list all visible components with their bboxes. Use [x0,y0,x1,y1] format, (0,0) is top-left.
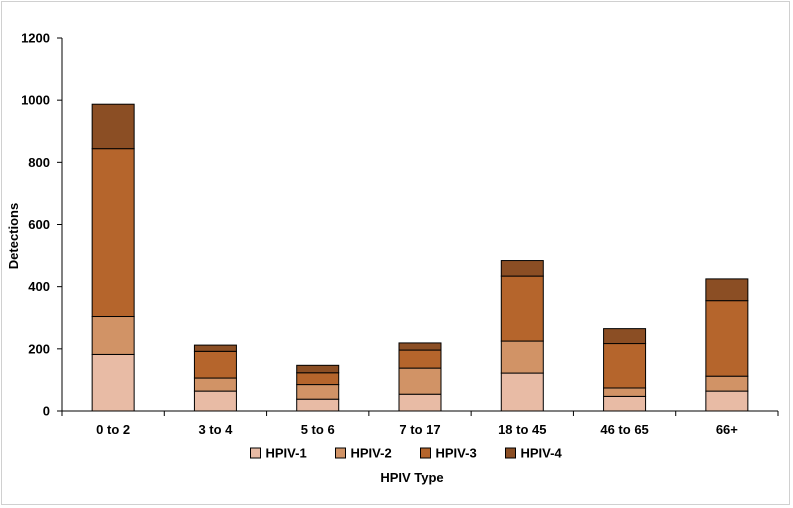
bar-segment-hpiv-3-6 [705,300,749,377]
y-tick-label: 1000 [21,93,50,108]
x-axis-title: HPIV Type [380,470,443,485]
bar-segment-hpiv-1-1 [193,390,237,412]
y-tick-label: 1200 [21,31,50,46]
legend-label-hpiv-4: HPIV-4 [521,446,563,461]
y-tick-label: 800 [28,155,50,170]
bar-segment-hpiv-4-1 [193,344,237,352]
y-ticks: 0 200 400 600 800 1000 1200 [21,31,62,419]
bar-segment-hpiv-2-6 [705,375,749,392]
bar-segment-hpiv-2-5 [603,387,647,397]
x-tick-label: 7 to 17 [399,422,440,437]
bar-segment-hpiv-4-6 [705,278,749,302]
bar-segment-hpiv-1-0 [91,353,135,412]
legend-swatch-hpiv-3 [420,447,431,459]
x-tick-label: 66+ [716,422,738,437]
x-tick-label: 0 to 2 [96,422,130,437]
bar-segment-hpiv-3-5 [603,343,647,389]
y-axis-title: Detections [6,203,21,269]
x-ticks: 0 to 2 3 to 4 5 to 6 7 to 17 18 to 45 46 to 6… [61,411,779,437]
y-tick-label: 0 [43,404,50,419]
x-tick-label: 18 to 45 [498,422,546,437]
bar-segment-hpiv-1-4 [500,372,544,412]
y-tick-label: 200 [28,341,50,356]
legend: HPIV-1 HPIV-2 HPIV-3 HPIV-4 [250,446,563,461]
legend-swatch-hpiv-4 [505,447,516,459]
bar-segment-hpiv-2-2 [296,384,340,400]
legend-label-hpiv-3: HPIV-3 [436,446,477,461]
legend-label-hpiv-2: HPIV-2 [351,446,392,461]
bar-segment-hpiv-4-4 [500,260,544,277]
bar-segment-hpiv-3-0 [91,148,135,318]
legend-label-hpiv-1: HPIV-1 [266,446,307,461]
bar-segment-hpiv-4-0 [91,103,135,150]
bar-segment-hpiv-1-2 [296,398,340,412]
x-tick-label: 46 to 65 [600,422,648,437]
bar-segment-hpiv-1-6 [705,390,749,412]
bar-segment-hpiv-3-4 [500,275,544,342]
legend-swatch-hpiv-2 [335,447,346,459]
y-tick-label: 400 [28,279,50,294]
y-tick-label: 600 [28,217,50,232]
legend-swatch-hpiv-1 [250,447,261,459]
bar-segment-hpiv-2-1 [193,377,237,392]
bar-segment-hpiv-2-3 [398,367,442,395]
bar-segment-hpiv-4-5 [603,328,647,345]
bar-segment-hpiv-2-4 [500,340,544,374]
bar-segment-hpiv-1-5 [603,395,647,412]
bar-segment-hpiv-3-3 [398,349,442,369]
bar-segment-hpiv-2-0 [91,316,135,355]
bars-layer [91,103,749,412]
bar-segment-hpiv-4-3 [398,342,442,351]
x-tick-label: 5 to 6 [301,422,335,437]
bar-segment-hpiv-4-2 [296,364,340,374]
bar-segment-hpiv-3-1 [193,350,237,379]
x-tick-label: 3 to 4 [198,422,233,437]
bar-segment-hpiv-3-2 [296,372,340,386]
bar-segment-hpiv-1-3 [398,393,442,412]
